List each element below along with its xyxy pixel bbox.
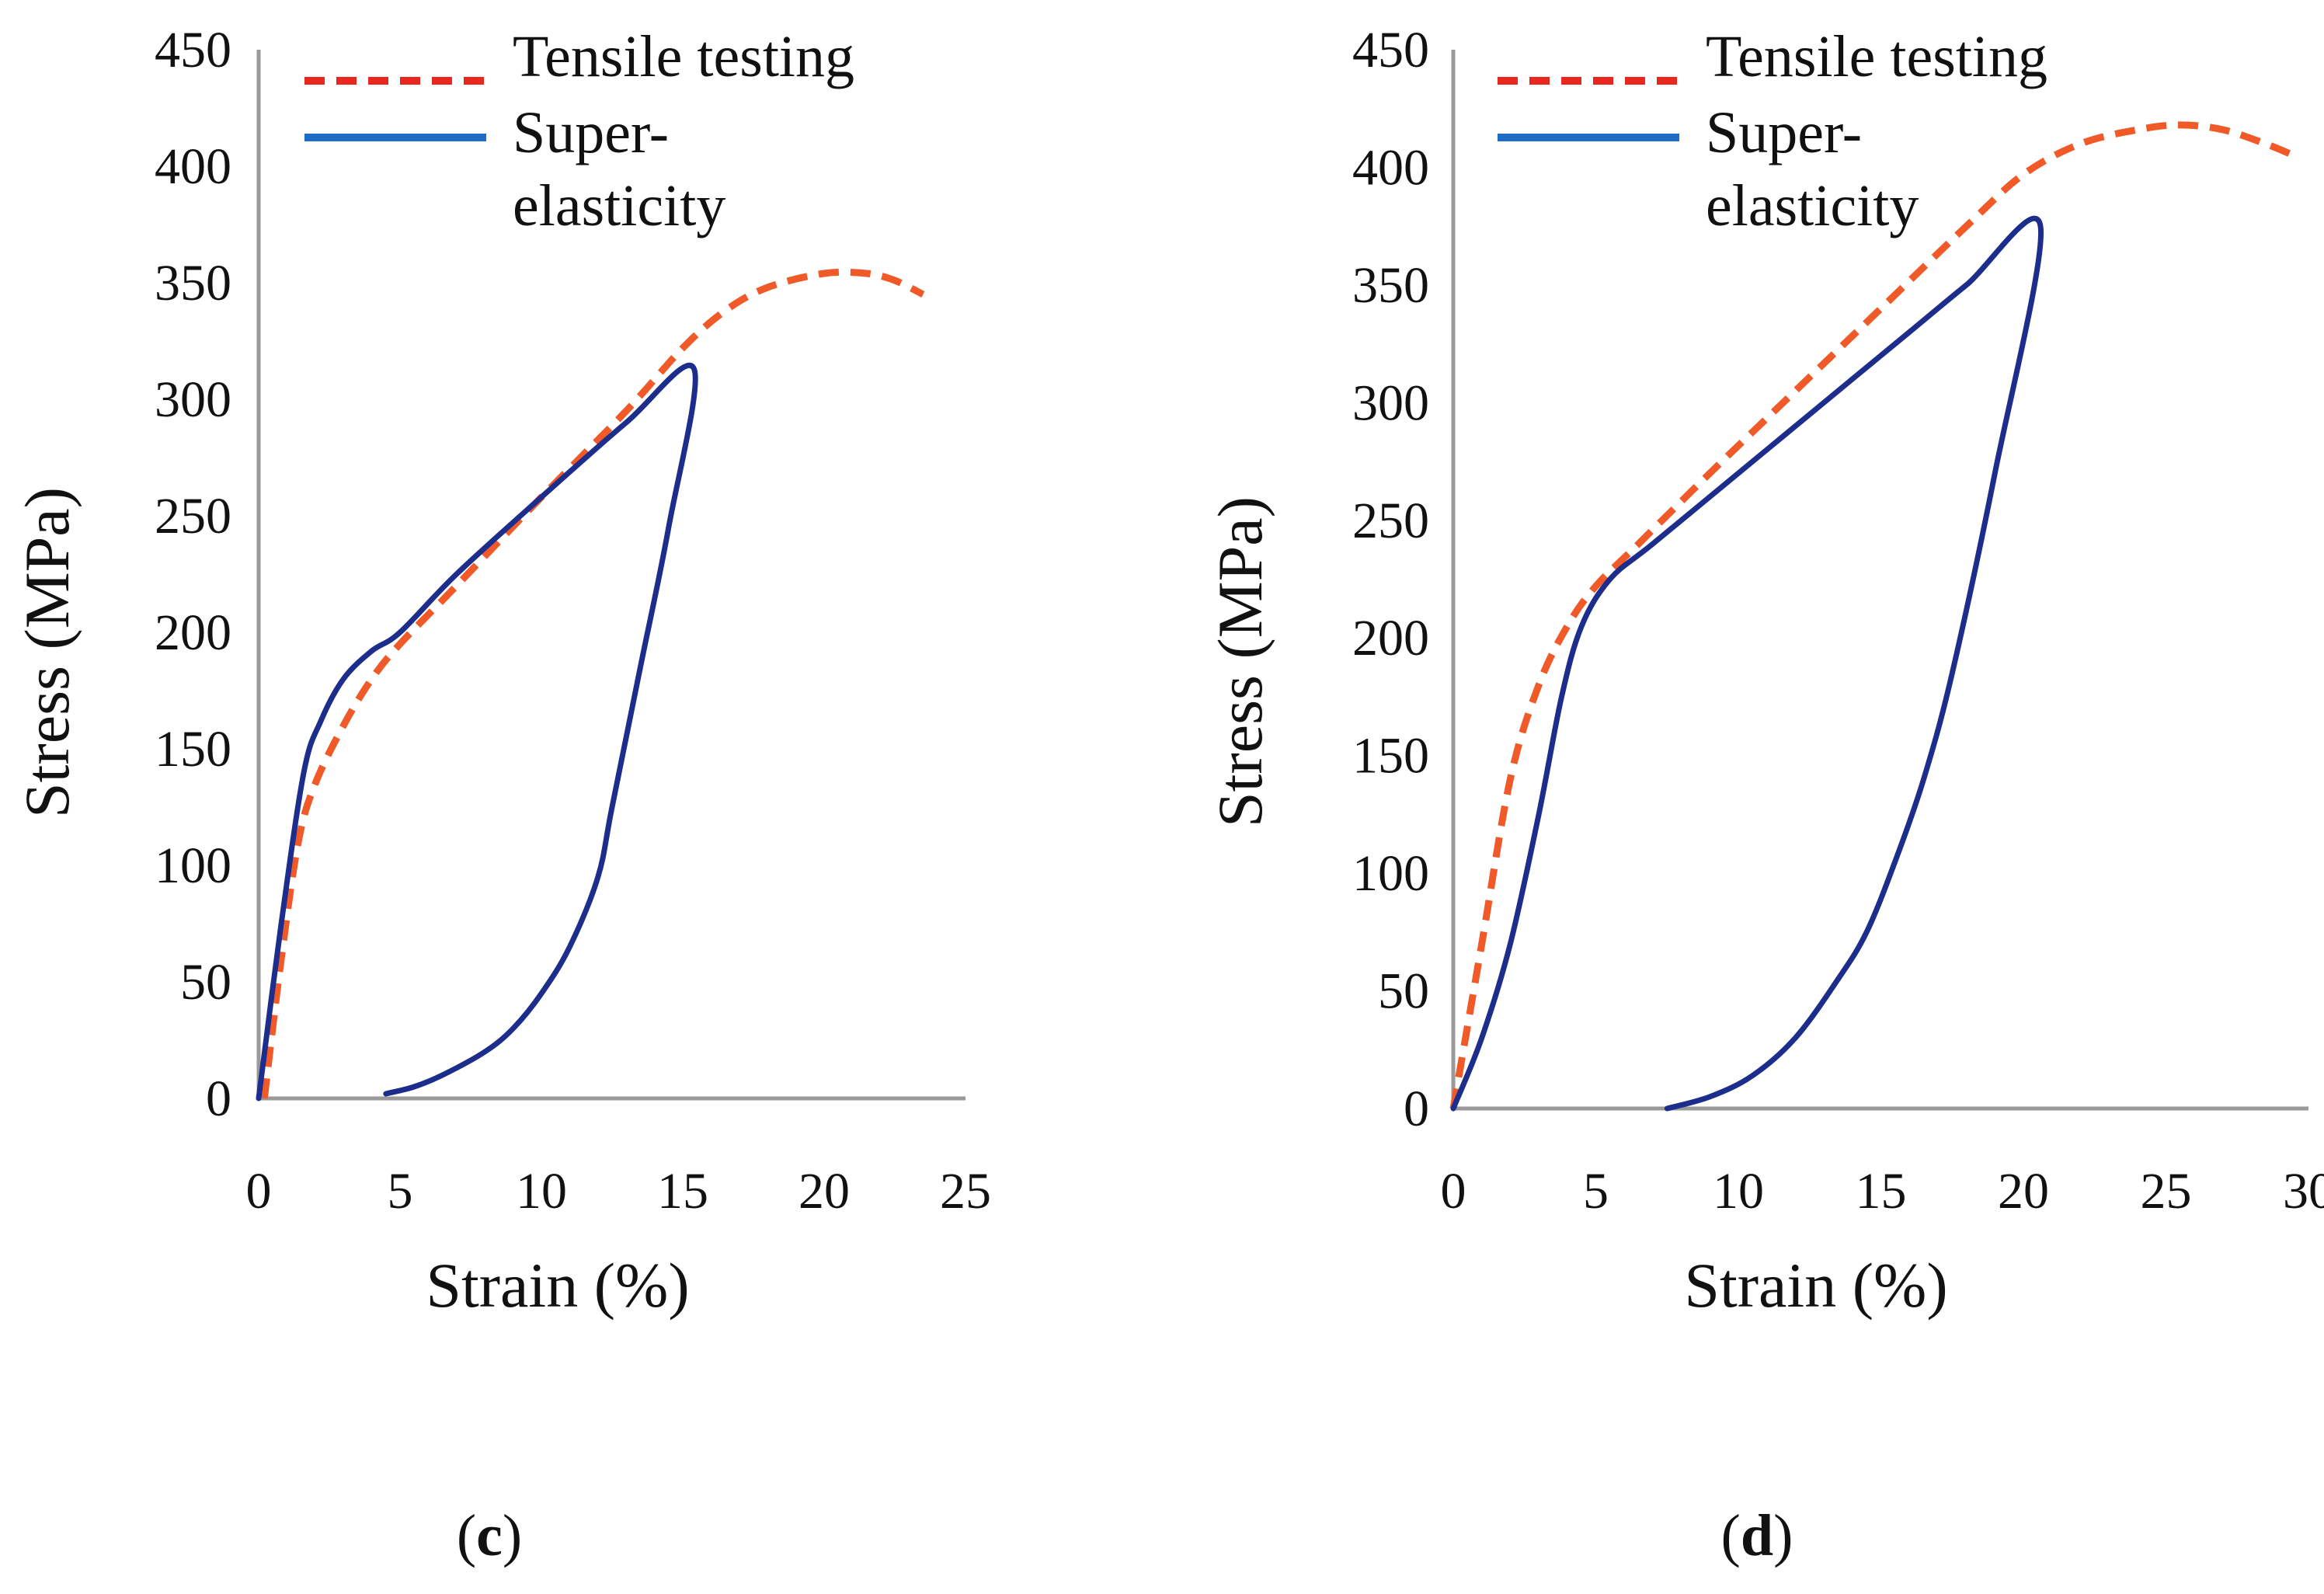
y-ticks: 0 50 100 150 200 250 300 350 400 450	[1352, 22, 1429, 1137]
y-tick-label: 200	[1352, 610, 1429, 666]
panel-label-c: (c)	[457, 1503, 522, 1568]
tensile-testing-curve	[1449, 121, 2296, 1109]
x-tick-label: 5	[388, 1163, 413, 1220]
y-tick-label: 350	[1352, 257, 1429, 314]
y-tick-label: 250	[155, 488, 231, 545]
x-tick-label: 0	[1441, 1163, 1466, 1220]
legend: Tensile testing Super- elasticity	[1498, 24, 2047, 238]
y-tick-label: 450	[1352, 22, 1429, 78]
tensile-testing-curve	[260, 268, 925, 1099]
y-tick-label: 400	[155, 138, 231, 195]
x-tick-label: 15	[657, 1163, 708, 1220]
super-elasticity-curve	[1450, 215, 2044, 1112]
x-tick-label: 0	[246, 1163, 272, 1220]
y-axis-title: Stress (MPa)	[1205, 496, 1275, 827]
x-tick-label: 15	[1856, 1163, 1907, 1220]
x-tick-label: 30	[2283, 1163, 2324, 1220]
chart-panel-c: 0 50 100 150 200 250 300 350 400 450 0 5 10 15 20 25 S…	[12, 22, 991, 1568]
x-tick-label: 25	[940, 1163, 991, 1220]
legend-label-super-elasticity-line2: elasticity	[1706, 173, 1919, 238]
x-axis-title: Strain (%)	[1684, 1250, 1947, 1321]
plot-lines	[256, 268, 925, 1102]
y-axis-title: Stress (MPa)	[12, 487, 82, 818]
y-tick-label: 0	[206, 1070, 231, 1127]
x-axis-title: Strain (%)	[426, 1250, 689, 1321]
x-tick-label: 10	[516, 1163, 567, 1220]
x-tick-label: 20	[1998, 1163, 2049, 1220]
x-tick-label: 10	[1713, 1163, 1764, 1220]
legend-label-tensile-testing: Tensile testing	[1706, 24, 2047, 89]
x-tick-label: 5	[1583, 1163, 1609, 1220]
y-tick-label: 100	[1352, 845, 1429, 902]
y-tick-label: 350	[155, 255, 231, 311]
y-tick-label: 200	[155, 604, 231, 661]
y-tick-label: 450	[155, 22, 231, 78]
x-tick-label: 25	[2141, 1163, 2192, 1220]
legend-label-tensile-testing: Tensile testing	[513, 24, 854, 89]
legend: Tensile testing Super- elasticity	[304, 24, 854, 238]
x-ticks: 0 5 10 15 20 25 30	[1441, 1163, 2324, 1220]
y-tick-label: 400	[1352, 139, 1429, 196]
y-tick-label: 0	[1404, 1081, 1429, 1137]
super-elasticity-curve	[256, 362, 698, 1102]
y-tick-label: 50	[1378, 963, 1429, 1020]
panel-label-d: (d)	[1721, 1503, 1793, 1568]
y-tick-label: 300	[155, 371, 231, 428]
y-tick-label: 250	[1352, 492, 1429, 549]
plot-lines	[1449, 121, 2296, 1112]
legend-label-super-elasticity-line1: Super-	[513, 100, 669, 165]
y-ticks: 0 50 100 150 200 250 300 350 400 450	[155, 22, 231, 1127]
y-tick-label: 150	[155, 721, 231, 778]
x-tick-label: 20	[798, 1163, 850, 1220]
legend-label-super-elasticity-line1: Super-	[1706, 100, 1862, 165]
y-tick-label: 300	[1352, 374, 1429, 431]
y-tick-label: 100	[155, 837, 231, 894]
y-tick-label: 150	[1352, 728, 1429, 785]
x-ticks: 0 5 10 15 20 25	[246, 1163, 992, 1220]
legend-label-super-elasticity-line2: elasticity	[513, 173, 725, 238]
chart-panel-d: 0 50 100 150 200 250 300 350 400 450 0 5 10 15 20 25 30…	[1205, 22, 2324, 1568]
y-tick-label: 50	[180, 954, 231, 1011]
